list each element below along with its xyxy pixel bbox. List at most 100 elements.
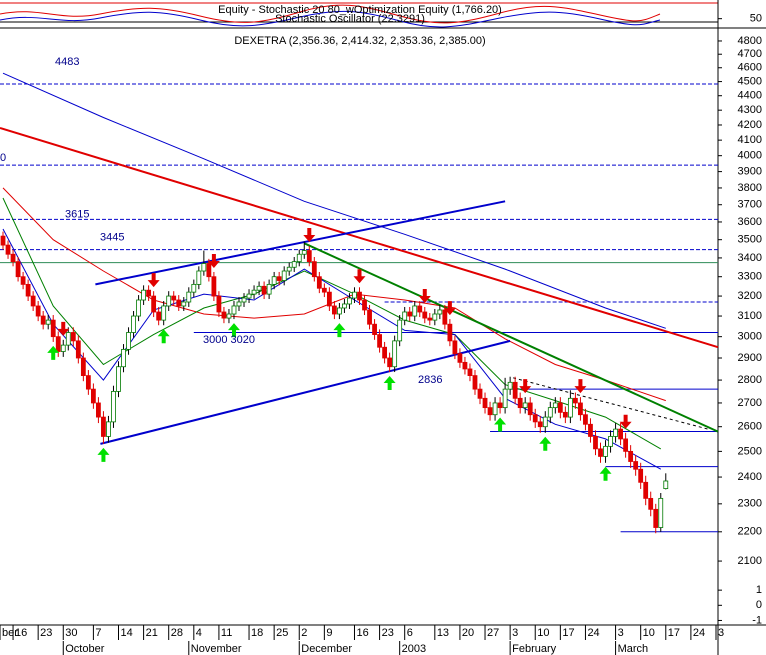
candle-body: [236, 301, 242, 307]
candle-body: [221, 311, 227, 319]
candle-body: [362, 299, 367, 311]
candle-body: [101, 416, 106, 437]
candle-body: [5, 244, 11, 255]
candle-body: [547, 407, 553, 418]
plot-area: 4483 0 3615 3445: [0, 56, 719, 534]
candle-body: [186, 291, 192, 303]
month-label: November: [191, 643, 242, 655]
candle-body: [613, 428, 618, 437]
candle-body: [347, 297, 352, 305]
candle-body: [367, 309, 372, 325]
candle-body: [402, 311, 408, 321]
header-text: Stochastic Oscillator (22.3291): [275, 13, 425, 25]
candle-body: [573, 397, 578, 404]
x-tick-label: 21: [146, 627, 158, 639]
y-tick-label: -1: [752, 614, 762, 626]
candle-body: [321, 287, 327, 293]
x-tick-label: 14: [120, 627, 132, 639]
month-label: 2003: [402, 643, 426, 655]
candle-body: [427, 317, 433, 321]
candle-body: [70, 332, 76, 342]
x-tick-label: 7: [95, 627, 101, 639]
x-tick-label: 10: [643, 627, 655, 639]
candle-body: [477, 388, 483, 399]
buy-arrow: [599, 466, 612, 481]
candle-body: [437, 309, 443, 315]
candle-body: [286, 266, 292, 272]
y-tick-label: 4200: [738, 119, 762, 131]
top-pane: Equity - Stochastic 20 80_wOptimization …: [0, 2, 766, 29]
y-tick-label: 0: [756, 599, 762, 611]
candle-body: [583, 414, 588, 425]
level-label: 3615: [65, 208, 89, 220]
y-tick-label: 3500: [738, 234, 762, 246]
candle-body: [166, 295, 172, 307]
x-tick-label: 13: [437, 627, 449, 639]
sell-arrow: [353, 269, 366, 284]
y-tick-label: 2300: [738, 498, 762, 510]
candle-body: [392, 340, 398, 368]
x-tick-label: 18: [251, 627, 263, 639]
header-text: DEXETRA (2,356.36, 2,414.32, 2,353.36, 2…: [234, 35, 485, 47]
x-tick-label: 17: [562, 627, 574, 639]
candle-body: [432, 313, 438, 321]
candle-body: [271, 276, 277, 285]
candle-body: [136, 299, 141, 317]
x-tick-label: 20: [462, 627, 474, 639]
x-tick-label: 3: [718, 627, 724, 639]
candle-body: [126, 332, 131, 350]
candle-body: [522, 402, 528, 409]
trendline: [0, 127, 719, 349]
candle-body: [633, 461, 639, 470]
y-tick-label: 50: [750, 13, 762, 25]
candle-body: [552, 402, 558, 409]
candle-body: [472, 375, 478, 390]
candle-body: [603, 445, 608, 457]
candle-body: [266, 283, 272, 295]
x-tick-label: 23: [382, 627, 394, 639]
y-tick-label: 2400: [738, 471, 762, 483]
x-tick-label: 28: [171, 627, 183, 639]
candle-body: [648, 497, 654, 510]
stochastic-line: [0, 10, 661, 28]
candle-body: [301, 250, 307, 255]
candle-body: [487, 407, 493, 416]
candle-body: [0, 235, 6, 246]
candle-body: [191, 283, 197, 293]
candle-body: [502, 388, 508, 409]
candle-body: [377, 334, 382, 348]
candle-body: [311, 261, 317, 278]
candle-body: [15, 261, 21, 278]
moving-average: [2, 72, 666, 329]
candle-body: [331, 305, 337, 315]
candle-body: [96, 402, 101, 418]
candle-body: [10, 253, 16, 263]
y-tick-label: 1: [756, 584, 762, 596]
y-tick-label: 3000: [738, 331, 762, 343]
candle-body: [417, 305, 423, 313]
sell-arrow: [443, 301, 456, 316]
y-tick-label: 3400: [738, 252, 762, 264]
y-tick-label: 2100: [738, 555, 762, 567]
level-label: 4483: [55, 56, 79, 68]
month-label: December: [301, 643, 352, 655]
y-tick-label: 2900: [738, 352, 762, 364]
candle-body: [507, 381, 513, 390]
candle-body: [50, 319, 56, 338]
candle-body: [156, 311, 162, 321]
candle-body: [608, 436, 613, 447]
candle-body: [357, 291, 362, 301]
trendline: [100, 339, 511, 445]
candle-body: [75, 340, 81, 359]
candle-body: [231, 305, 237, 315]
stochastic-line: [0, 4, 661, 24]
candle-body: [111, 391, 116, 423]
candle-body: [397, 319, 403, 342]
candle-body: [211, 276, 217, 297]
y-tick-label: 4000: [738, 150, 762, 162]
month-label: October: [65, 643, 104, 655]
candle-body: [588, 423, 593, 437]
y-tick-label: 2500: [738, 445, 762, 457]
candle-body: [291, 261, 297, 268]
